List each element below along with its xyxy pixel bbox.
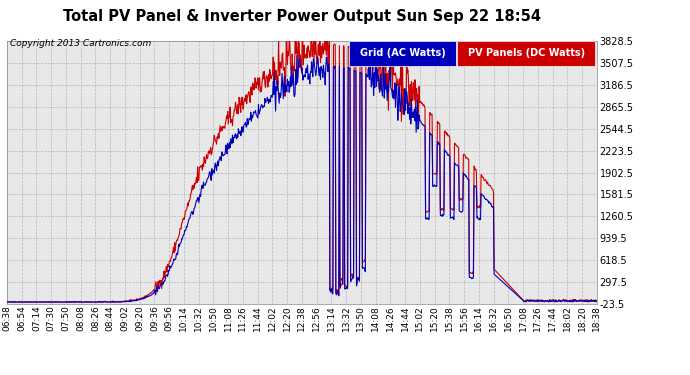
Text: Total PV Panel & Inverter Power Output Sun Sep 22 18:54: Total PV Panel & Inverter Power Output S… xyxy=(63,9,541,24)
Text: Copyright 2013 Cartronics.com: Copyright 2013 Cartronics.com xyxy=(10,39,152,48)
Text: PV Panels (DC Watts): PV Panels (DC Watts) xyxy=(468,48,585,58)
Text: Grid (AC Watts): Grid (AC Watts) xyxy=(359,48,446,58)
